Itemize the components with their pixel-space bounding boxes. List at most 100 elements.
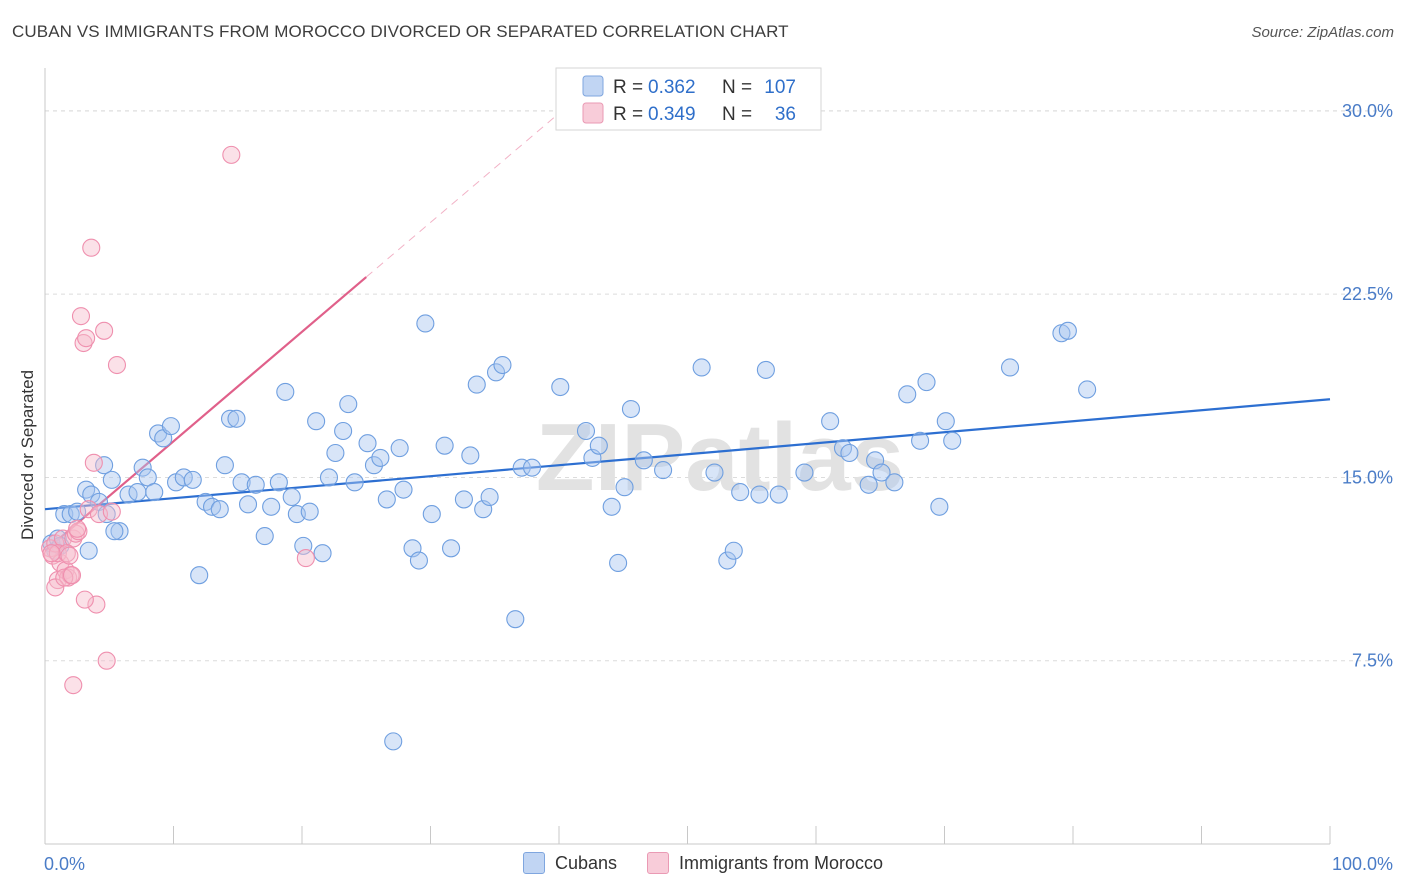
cubans-point bbox=[210, 500, 229, 519]
stats-r-value: 0.362 bbox=[648, 77, 696, 98]
cubans-point bbox=[394, 480, 413, 499]
cubans-point bbox=[262, 497, 281, 516]
cubans-point bbox=[821, 412, 840, 431]
cubans-trend-line bbox=[44, 398, 1331, 511]
stats-legend-swatch bbox=[582, 102, 604, 124]
cubans-point bbox=[102, 470, 121, 489]
morocco-point bbox=[64, 676, 83, 695]
cubans-point bbox=[911, 431, 930, 450]
cubans-point bbox=[276, 382, 295, 401]
cubans-point bbox=[859, 475, 878, 494]
cubans-point bbox=[416, 314, 435, 333]
cubans-point bbox=[454, 490, 473, 509]
cubans-point bbox=[384, 732, 403, 751]
stats-legend-swatch bbox=[582, 75, 604, 97]
cubans-point bbox=[110, 522, 129, 541]
cubans-point bbox=[161, 417, 180, 436]
cubans-point bbox=[493, 355, 512, 375]
cubans-point bbox=[898, 385, 917, 404]
cubans-point bbox=[133, 458, 152, 477]
morocco-point bbox=[79, 500, 98, 519]
cubans-point bbox=[190, 566, 209, 585]
cubans-point bbox=[718, 551, 737, 570]
cubans-point bbox=[795, 463, 814, 482]
morocco-point bbox=[84, 453, 103, 472]
morocco-point bbox=[107, 355, 127, 375]
cubans-point bbox=[486, 363, 506, 382]
cubans-point bbox=[442, 539, 461, 558]
morocco-point bbox=[62, 566, 82, 585]
cubans-point bbox=[409, 551, 428, 570]
cubans-point bbox=[1000, 358, 1020, 377]
stats-n-value: 36 bbox=[775, 104, 796, 125]
morocco-point bbox=[42, 544, 61, 563]
y-tick-label: 15.0% bbox=[1342, 467, 1393, 487]
cubans-point bbox=[602, 497, 621, 516]
cubans-point bbox=[615, 478, 634, 497]
cubans-point bbox=[326, 443, 345, 463]
y-tick-label: 7.5% bbox=[1352, 651, 1393, 671]
cubans-point bbox=[840, 443, 859, 463]
cubans-point bbox=[128, 483, 147, 502]
morocco-point bbox=[74, 333, 93, 353]
cubans-point bbox=[105, 522, 124, 541]
cubans-point bbox=[634, 451, 653, 470]
morocco-point bbox=[68, 519, 87, 538]
source-note: Source: ZipAtlas.com bbox=[1251, 24, 1394, 41]
morocco-point bbox=[97, 651, 116, 670]
cubans-point bbox=[506, 610, 525, 629]
cubans-swatch bbox=[522, 852, 545, 874]
cubans-point bbox=[220, 409, 240, 428]
cubans-point bbox=[215, 456, 234, 475]
cubans-point bbox=[183, 470, 202, 489]
morocco-trend-extension bbox=[365, 112, 560, 278]
x-tick-label-max: 100.0% bbox=[1332, 854, 1393, 874]
morocco-point bbox=[95, 321, 114, 340]
cubans-point bbox=[79, 541, 98, 560]
cubans-point bbox=[872, 463, 891, 482]
cubans-point bbox=[943, 431, 962, 450]
cubans-point bbox=[930, 497, 949, 516]
series-legend: Cubans Immigrants from Morocco bbox=[0, 852, 1406, 874]
morocco-point bbox=[57, 544, 76, 563]
cubans-point bbox=[461, 446, 480, 465]
cubans-point bbox=[1058, 321, 1077, 340]
cubans-point bbox=[692, 358, 711, 377]
cubans-point bbox=[313, 544, 332, 563]
morocco-point bbox=[46, 578, 65, 597]
cubans-point bbox=[371, 448, 390, 467]
y-tick-label: 22.5% bbox=[1342, 284, 1393, 304]
cubans-point bbox=[334, 421, 353, 441]
cubans-point bbox=[390, 439, 409, 458]
stats-r-value: 0.349 bbox=[648, 104, 696, 125]
morocco-point bbox=[75, 590, 94, 609]
legend-item-cubans: Cubans bbox=[522, 852, 617, 874]
cubans-point bbox=[377, 490, 396, 509]
cubans-point bbox=[936, 412, 955, 431]
morocco-swatch bbox=[647, 852, 669, 874]
cubans-point bbox=[97, 505, 116, 524]
cubans-point bbox=[339, 395, 358, 414]
cubans-point bbox=[576, 421, 596, 441]
cubans-point bbox=[364, 456, 384, 475]
cubans-point bbox=[145, 483, 164, 502]
cubans-point bbox=[232, 473, 251, 492]
cubans-point bbox=[307, 412, 326, 431]
stats-r-label: R = bbox=[613, 77, 643, 98]
stats-n-label: N = bbox=[722, 104, 752, 125]
morocco-point bbox=[71, 307, 91, 326]
stats-n-value: 107 bbox=[764, 77, 796, 98]
cubans-point bbox=[769, 485, 788, 504]
cubans-point bbox=[422, 505, 441, 524]
cubans-point bbox=[246, 475, 265, 494]
legend-label-morocco: Immigrants from Morocco bbox=[679, 852, 884, 873]
morocco-point bbox=[60, 546, 79, 565]
cubans-point bbox=[750, 485, 769, 504]
cubans-point bbox=[756, 360, 775, 379]
cubans-point bbox=[551, 377, 570, 397]
cubans-point bbox=[435, 436, 454, 455]
y-tick-label: 30.0% bbox=[1342, 101, 1393, 121]
x-tick-label-min: 0.0% bbox=[44, 854, 85, 874]
cubans-point bbox=[609, 553, 628, 573]
